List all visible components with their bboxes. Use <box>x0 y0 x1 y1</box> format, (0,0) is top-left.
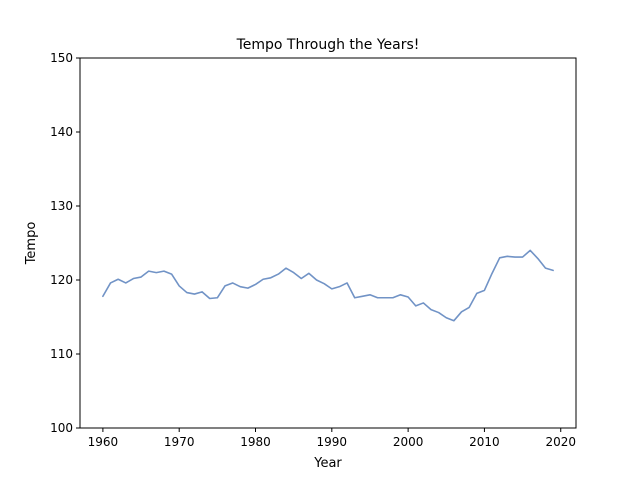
x-tick-label: 2020 <box>545 435 576 449</box>
y-tick-label: 110 <box>50 347 73 361</box>
x-tick-label: 1970 <box>164 435 195 449</box>
plot-area-frame <box>79 57 577 429</box>
x-tick-label: 1990 <box>317 435 348 449</box>
x-axis-label: Year <box>313 456 342 471</box>
x-tick-label: 2010 <box>469 435 500 449</box>
series-line-tempo <box>102 249 554 322</box>
y-tick-label: 130 <box>50 199 73 213</box>
y-tick-label: 150 <box>50 51 73 65</box>
y-tick-label: 140 <box>50 125 73 139</box>
axis-ticks: 1960 1970 1980 1990 2000 2010 2020 100 110 120 130… <box>50 51 576 449</box>
y-axis-label: Tempo <box>24 222 39 266</box>
x-tick-label: 2000 <box>393 435 424 449</box>
x-tick-label: 1980 <box>240 435 271 449</box>
y-tick-label: 100 <box>50 421 73 435</box>
x-tick-label: 1960 <box>88 435 119 449</box>
chart-title: Tempo Through the Years! <box>236 37 420 53</box>
y-tick-label: 120 <box>50 273 73 287</box>
